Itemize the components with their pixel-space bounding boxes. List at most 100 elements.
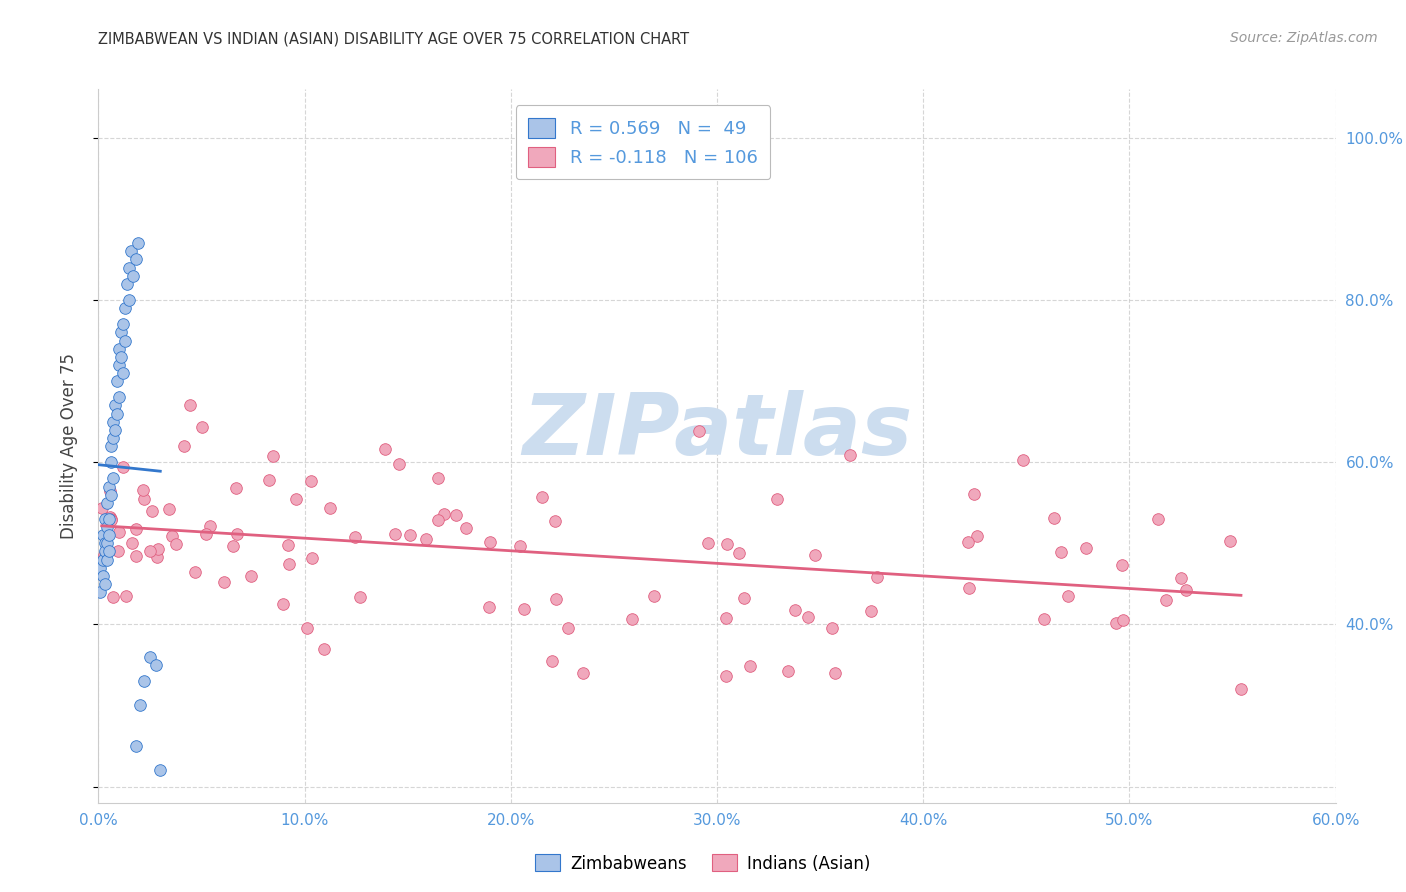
Point	[195, 527, 218, 541]
Point	[427, 513, 450, 527]
Point	[89, 585, 111, 599]
Point	[100, 488, 122, 502]
Point	[727, 546, 749, 560]
Point	[544, 592, 567, 607]
Point	[530, 490, 553, 504]
Point	[1076, 541, 1098, 555]
Point	[301, 551, 323, 566]
Point	[165, 537, 187, 551]
Point	[173, 439, 195, 453]
Point	[127, 236, 149, 251]
Point	[1147, 512, 1170, 526]
Point	[1154, 593, 1177, 607]
Point	[509, 539, 531, 553]
Point	[824, 665, 846, 680]
Point	[97, 512, 120, 526]
Text: Source: ZipAtlas.com: Source: ZipAtlas.com	[1230, 31, 1378, 45]
Point	[121, 536, 143, 550]
Point	[145, 657, 167, 672]
Point	[444, 508, 467, 523]
Legend: Zimbabweans, Indians (Asian): Zimbabweans, Indians (Asian)	[529, 847, 877, 880]
Point	[100, 455, 122, 469]
Point	[110, 326, 132, 340]
Point	[415, 532, 437, 546]
Point	[1050, 544, 1073, 558]
Point	[108, 390, 131, 404]
Point	[399, 528, 422, 542]
Point	[860, 604, 883, 618]
Point	[284, 491, 307, 506]
Point	[803, 548, 825, 562]
Point	[120, 244, 142, 259]
Point	[796, 610, 818, 624]
Point	[512, 602, 534, 616]
Point	[716, 537, 738, 551]
Point	[112, 366, 135, 380]
Point	[100, 511, 122, 525]
Point	[697, 536, 720, 550]
Legend: R = 0.569   N =  49, R = -0.118   N = 106: R = 0.569 N = 49, R = -0.118 N = 106	[516, 105, 770, 179]
Point	[839, 448, 862, 462]
Point	[866, 570, 889, 584]
Point	[93, 548, 115, 562]
Point	[149, 764, 172, 778]
Point	[541, 654, 564, 668]
Point	[148, 541, 170, 556]
Point	[124, 739, 146, 753]
Point	[544, 514, 567, 528]
Point	[114, 301, 136, 315]
Point	[278, 557, 301, 571]
Point	[96, 536, 118, 550]
Point	[1218, 533, 1240, 548]
Point	[89, 560, 111, 574]
Point	[90, 500, 112, 515]
Point	[93, 512, 115, 526]
Point	[125, 549, 148, 563]
Point	[785, 603, 807, 617]
Point	[557, 621, 579, 635]
Point	[111, 459, 134, 474]
Point	[108, 358, 131, 372]
Point	[1033, 612, 1056, 626]
Point	[97, 479, 120, 493]
Point	[262, 450, 284, 464]
Point	[107, 544, 129, 558]
Point	[314, 641, 336, 656]
Point	[620, 612, 643, 626]
Point	[91, 552, 114, 566]
Point	[105, 374, 128, 388]
Point	[257, 473, 280, 487]
Point	[184, 565, 207, 579]
Point	[91, 528, 114, 542]
Point	[427, 471, 450, 485]
Point	[108, 342, 131, 356]
Point	[714, 611, 737, 625]
Point	[132, 674, 155, 689]
Point	[96, 520, 118, 534]
Point	[105, 407, 128, 421]
Point	[477, 600, 499, 615]
Point	[101, 591, 124, 605]
Point	[96, 552, 118, 566]
Y-axis label: Disability Age Over 75: Disability Age Over 75	[59, 353, 77, 539]
Point	[1043, 511, 1066, 525]
Point	[1111, 558, 1133, 573]
Point	[93, 577, 115, 591]
Point	[91, 568, 114, 582]
Point	[239, 569, 262, 583]
Point	[388, 457, 411, 471]
Point	[125, 522, 148, 536]
Point	[101, 431, 124, 445]
Point	[384, 526, 406, 541]
Point	[1230, 682, 1253, 697]
Point	[122, 268, 145, 283]
Point	[295, 621, 318, 635]
Point	[93, 536, 115, 550]
Point	[104, 399, 127, 413]
Point	[97, 528, 120, 542]
Point	[225, 481, 247, 495]
Point	[104, 423, 127, 437]
Point	[139, 649, 162, 664]
Point	[107, 524, 129, 539]
Point	[141, 504, 163, 518]
